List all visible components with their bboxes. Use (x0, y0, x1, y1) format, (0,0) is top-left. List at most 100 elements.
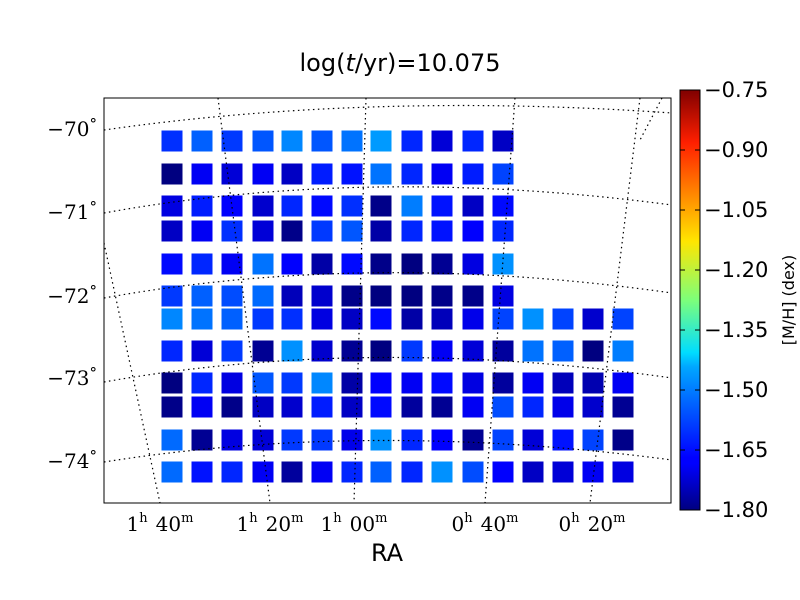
heatmap-cell (191, 340, 213, 362)
heatmap-cell (492, 372, 514, 394)
heatmap-cell (401, 163, 423, 185)
heatmap-cell (252, 429, 274, 451)
heatmap-cell (552, 372, 574, 394)
coordinate-grid (104, 98, 671, 503)
heatmap-cell (522, 372, 544, 394)
heatmap-cell (161, 396, 183, 418)
heatmap-cell (370, 285, 392, 307)
heatmap-cell (552, 340, 574, 362)
heatmap-cell (370, 340, 392, 362)
heatmap-cell (252, 396, 274, 418)
heatmap-cell (401, 340, 423, 362)
ra-tick-label: 1h 40m (127, 511, 194, 536)
heatmap-cell (431, 340, 453, 362)
heatmap-cell (252, 308, 274, 330)
dec-tick-label: −70° (47, 115, 97, 141)
heatmap-cell (431, 163, 453, 185)
heatmap-cell (612, 340, 634, 362)
dec-grid-line (104, 104, 671, 131)
heatmap-cell (311, 220, 333, 242)
heatmap-cell (492, 285, 514, 307)
heatmap-cell (370, 372, 392, 394)
heatmap-cell (341, 163, 363, 185)
heatmap-cell (462, 372, 484, 394)
heatmap-cell (311, 396, 333, 418)
heatmap-cell (431, 220, 453, 242)
heatmap-cell (582, 372, 604, 394)
heatmap-cell (341, 429, 363, 451)
heatmap-cell (431, 372, 453, 394)
heatmap-cell (341, 340, 363, 362)
heatmap-cell (191, 429, 213, 451)
heatmap-cell (522, 429, 544, 451)
heatmap-cell (492, 308, 514, 330)
heatmap-cell (401, 220, 423, 242)
heatmap-cell (612, 372, 634, 394)
heatmap-cell (161, 285, 183, 307)
heatmap-cell (161, 461, 183, 483)
colorbar-tick-label: −1.80 (704, 498, 768, 522)
heatmap-cell (281, 461, 303, 483)
dec-grid-line (104, 186, 671, 214)
heatmap-cell (161, 195, 183, 217)
heatmap-cell (252, 130, 274, 152)
ra-grid-line (589, 98, 641, 503)
heatmap-cell (431, 429, 453, 451)
heatmap-cell (281, 340, 303, 362)
heatmap-cell (281, 220, 303, 242)
heatmap-cell (492, 130, 514, 152)
heatmap-cell (401, 195, 423, 217)
heatmap-cell (341, 461, 363, 483)
heatmap-cell (281, 308, 303, 330)
heatmap-cells (161, 130, 634, 483)
chart-title-prefix: log( (300, 49, 346, 77)
heatmap-cell (522, 308, 544, 330)
heatmap-cell (341, 372, 363, 394)
heatmap-cell (281, 163, 303, 185)
heatmap-cell (281, 195, 303, 217)
heatmap-cell (161, 130, 183, 152)
heatmap-cell (191, 461, 213, 483)
heatmap-cell (401, 130, 423, 152)
heatmap-cell (281, 429, 303, 451)
heatmap-cell (221, 372, 243, 394)
heatmap-cell (431, 461, 453, 483)
ra-tick-label: 1h 20m (237, 511, 304, 536)
ra-tick-labels: 1h 40m 1h 20m 1h 00m 0h 40m 0h 20m (127, 511, 626, 536)
heatmap-cell (462, 396, 484, 418)
heatmap-cell (462, 195, 484, 217)
heatmap-cell (552, 308, 574, 330)
heatmap-cell (431, 308, 453, 330)
heatmap-cell (221, 340, 243, 362)
ra-tick-label: 0h 20m (559, 511, 626, 536)
heatmap-cell (221, 130, 243, 152)
heatmap-cell (311, 285, 333, 307)
heatmap-cell (191, 163, 213, 185)
heatmap-cell (462, 130, 484, 152)
heatmap-cell (370, 308, 392, 330)
heatmap-cell (552, 429, 574, 451)
heatmap-cell (431, 253, 453, 275)
heatmap-cell (431, 130, 453, 152)
heatmap-cell (522, 461, 544, 483)
heatmap-cell (612, 429, 634, 451)
colorbar-label: [M/H] (dex) (779, 255, 798, 345)
heatmap-cell (252, 195, 274, 217)
heatmap-cell (431, 396, 453, 418)
dec-tick-label: −74° (47, 447, 97, 473)
colorbar-ticks: −0.75 −0.90 −1.05 −1.20 −1.35 −1.50 −1.65 −1.80 (680, 78, 768, 522)
heatmap-cell (221, 429, 243, 451)
heatmap-cell (161, 372, 183, 394)
heatmap-cell (341, 396, 363, 418)
heatmap-cell (221, 308, 243, 330)
heatmap-cell (370, 220, 392, 242)
dec-tick-label: −72° (47, 282, 97, 308)
colorbar-tick-label: −1.65 (704, 438, 768, 462)
heatmap-cell (462, 461, 484, 483)
heatmap-cell (311, 429, 333, 451)
dec-grid-line (104, 272, 671, 299)
heatmap-cell (431, 195, 453, 217)
heatmap-cell (281, 130, 303, 152)
heatmap-cell (522, 396, 544, 418)
heatmap-cell (401, 461, 423, 483)
